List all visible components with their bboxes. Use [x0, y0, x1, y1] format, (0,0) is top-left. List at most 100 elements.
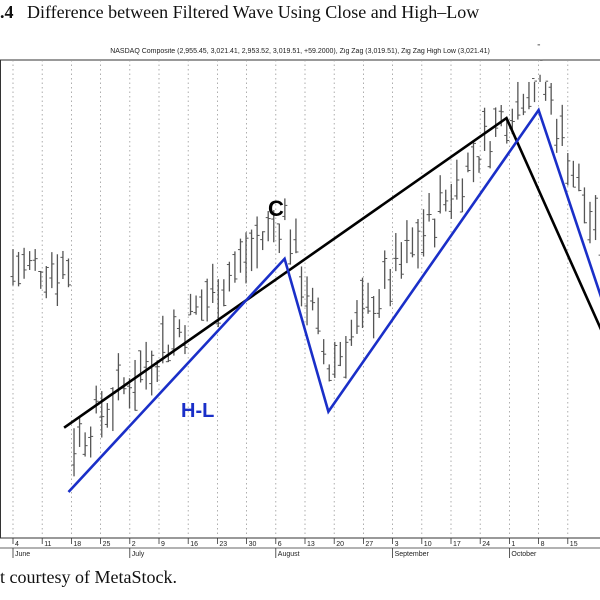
price-bar	[459, 178, 465, 213]
price-bar	[526, 81, 532, 110]
price-bar	[387, 268, 393, 307]
price-bar	[293, 218, 299, 254]
price-bar	[298, 266, 304, 307]
price-bar	[88, 426, 94, 458]
price-bar	[465, 152, 471, 173]
price-bar	[71, 428, 77, 477]
price-bars	[10, 44, 600, 477]
price-bar	[43, 266, 49, 299]
month-label: August	[278, 551, 300, 558]
price-bar	[593, 195, 599, 241]
x-tick-label: 25	[103, 541, 111, 548]
month-label: June	[15, 551, 30, 558]
price-bar	[470, 141, 476, 183]
price-bar	[143, 341, 149, 390]
zigzag-close-line	[63, 116, 600, 429]
price-bar	[454, 159, 460, 200]
price-bar	[343, 336, 349, 379]
price-bar	[487, 141, 493, 169]
price-bar	[226, 261, 232, 292]
price-bar	[504, 118, 510, 144]
price-bar	[199, 289, 205, 321]
x-tick-label: 13	[307, 541, 315, 548]
price-bar	[276, 223, 282, 254]
price-bar	[243, 232, 249, 284]
price-bar	[409, 227, 415, 258]
x-tick-label: 16	[190, 541, 198, 548]
price-bar	[260, 231, 266, 251]
plot-frame	[0, 59, 600, 539]
x-tick-label: 18	[73, 541, 81, 548]
x-tick-label: 2	[132, 541, 136, 548]
price-bar	[204, 278, 210, 322]
price-bar	[376, 289, 382, 318]
x-tick-label: 9	[161, 541, 165, 548]
price-bar	[532, 78, 538, 103]
price-bar	[16, 251, 22, 287]
price-bar	[398, 242, 404, 279]
price-bar	[38, 270, 44, 289]
figure-title-text: Difference between Filtered Wave Using C…	[27, 2, 480, 22]
price-bar	[149, 350, 155, 396]
price-bar	[60, 250, 66, 280]
month-label: September	[395, 551, 430, 558]
figure-credit: t courtesy of MetaStock.	[0, 567, 177, 587]
price-bar	[421, 209, 427, 257]
x-tick-label: 24	[482, 541, 490, 548]
figure-number: .4	[0, 2, 14, 22]
price-bar	[282, 198, 288, 221]
price-bar	[176, 319, 182, 338]
price-bar	[537, 44, 543, 82]
price-bar	[581, 187, 587, 224]
price-bar	[321, 339, 327, 365]
price-bar	[49, 252, 55, 289]
x-tick-label: 15	[570, 541, 578, 548]
price-bar	[138, 350, 144, 383]
price-bar	[371, 296, 377, 339]
price-bar	[77, 416, 83, 447]
price-bar	[587, 201, 593, 244]
price-bar	[99, 391, 105, 438]
price-bar	[565, 152, 571, 186]
price-bar	[254, 216, 260, 269]
price-bar	[576, 163, 582, 192]
price-bar	[432, 218, 438, 248]
price-bar	[54, 254, 60, 307]
x-tick-label: 30	[249, 541, 257, 548]
wave-label-close: C	[268, 196, 284, 221]
price-bar	[570, 160, 576, 188]
x-tick-label: 1	[511, 541, 515, 548]
price-bar	[426, 193, 432, 222]
price-bar	[404, 220, 410, 264]
price-bar	[415, 219, 421, 269]
zigzag-waves: C H-L	[63, 107, 600, 493]
price-bar	[337, 341, 343, 367]
price-bar	[221, 279, 227, 307]
month-label: July	[132, 551, 145, 558]
x-tick-label: 11	[44, 541, 51, 548]
price-bar	[543, 80, 549, 101]
price-bar	[232, 251, 238, 283]
x-tick-label: 6	[278, 541, 282, 548]
price-bar	[265, 211, 271, 242]
price-bar	[188, 293, 194, 316]
price-bar	[315, 297, 321, 335]
price-bar	[193, 295, 199, 315]
x-tick-label: 17	[453, 541, 461, 548]
price-bar	[304, 276, 310, 326]
price-bar	[482, 107, 488, 151]
price-bar	[93, 385, 99, 414]
x-tick-label: 20	[336, 541, 344, 548]
price-bar	[82, 432, 88, 457]
price-bar	[171, 309, 177, 356]
x-tick-label: 10	[424, 541, 432, 548]
price-bar	[548, 82, 554, 115]
figure-title: .4 Difference between Filtered Wave Usin…	[0, 2, 600, 23]
price-bar	[249, 229, 255, 272]
price-bar	[287, 229, 293, 265]
price-bar	[21, 247, 27, 279]
price-bar	[493, 107, 499, 137]
price-bar	[115, 353, 121, 401]
price-bar	[393, 233, 399, 272]
